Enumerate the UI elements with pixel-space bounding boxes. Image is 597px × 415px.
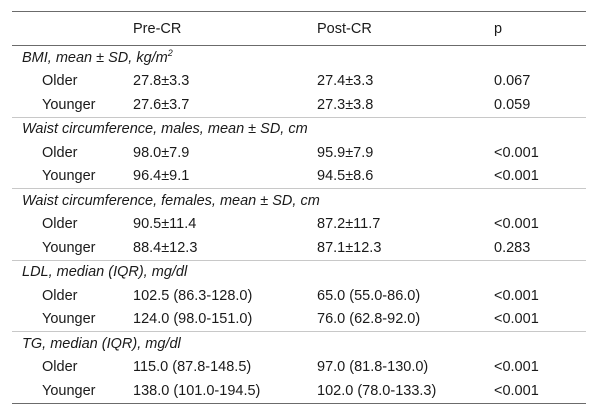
post-cr-value: 87.1±12.3 bbox=[317, 239, 382, 256]
pre-cr-value: 90.5±11.4 bbox=[133, 216, 197, 233]
p-value: 0.067 bbox=[494, 73, 531, 90]
row-label: Younger bbox=[42, 239, 96, 256]
p-value: <0.001 bbox=[494, 311, 539, 328]
row-label: Younger bbox=[42, 96, 96, 113]
group-title: LDL, median (IQR), mg/dl bbox=[12, 259, 586, 284]
row-label: Older bbox=[42, 144, 78, 161]
post-cr-value: 94.5±8.6 bbox=[317, 168, 374, 185]
p-value: 0.283 bbox=[494, 239, 531, 256]
group-title-superscript: 2 bbox=[167, 47, 173, 58]
row-label: Older bbox=[42, 216, 78, 233]
group-heading-tg: TG, median (IQR), mg/dl bbox=[12, 331, 586, 356]
row-label: Older bbox=[42, 73, 78, 90]
p-value: <0.001 bbox=[494, 216, 539, 233]
row-label: Younger bbox=[12, 379, 133, 404]
group-title: TG, median (IQR), mg/dl bbox=[12, 331, 586, 356]
p-value: <0.001 bbox=[494, 168, 539, 185]
row-label: Older bbox=[42, 359, 78, 376]
p-value: <0.001 bbox=[494, 144, 539, 161]
group-heading-ldl: LDL, median (IQR), mg/dl bbox=[12, 259, 586, 284]
pre-cr-value: 115.0 (87.8-148.5) bbox=[133, 359, 252, 376]
pre-cr-value: 88.4±12.3 bbox=[133, 239, 198, 256]
pre-cr-value: 98.0±7.9 bbox=[133, 144, 190, 161]
header-blank bbox=[12, 12, 133, 46]
group-heading-waist-females: Waist circumference, females, mean ± SD,… bbox=[12, 188, 586, 213]
table-row: Younger 138.0 (101.0-194.5) 102.0 (78.0-… bbox=[12, 379, 586, 404]
post-cr-value: 65.0 (55.0-86.0) bbox=[317, 287, 421, 304]
table-row: Younger 27.6±3.7 27.3±3.8 0.059 bbox=[12, 93, 586, 117]
header-pre-cr: Pre-CR bbox=[133, 20, 182, 37]
table-row: Older 102.5 (86.3-128.0) 65.0 (55.0-86.0… bbox=[12, 284, 586, 308]
table-row: Younger 124.0 (98.0-151.0) 76.0 (62.8-92… bbox=[12, 308, 586, 332]
post-cr-value: 95.9±7.9 bbox=[317, 144, 374, 161]
pre-cr-value: 102.5 (86.3-128.0) bbox=[133, 287, 253, 304]
header-p: p bbox=[494, 20, 503, 37]
table-row: Older 90.5±11.4 87.2±11.7 <0.001 bbox=[12, 213, 586, 237]
pre-cr-value: 27.8±3.3 bbox=[133, 73, 190, 90]
row-label: Older bbox=[42, 287, 78, 304]
post-cr-value: 76.0 (62.8-92.0) bbox=[317, 311, 421, 328]
group-title: Waist circumference, females, mean ± SD,… bbox=[12, 188, 586, 213]
table-row: Younger 88.4±12.3 87.1±12.3 0.283 bbox=[12, 236, 586, 260]
pre-cr-value: 138.0 (101.0-194.5) bbox=[133, 379, 317, 404]
table-row: Younger 96.4±9.1 94.5±8.6 <0.001 bbox=[12, 165, 586, 189]
results-table-container: Pre-CR Post-CR p BMI, mean ± SD, kg/m2 O… bbox=[12, 11, 586, 404]
row-label: Younger bbox=[42, 311, 96, 328]
post-cr-value: 87.2±11.7 bbox=[317, 216, 381, 233]
pre-cr-value: 27.6±3.7 bbox=[133, 96, 190, 113]
group-title: BMI, mean ± SD, kg/m bbox=[22, 49, 168, 66]
group-heading-bmi: BMI, mean ± SD, kg/m2 bbox=[12, 46, 586, 70]
header-post-cr: Post-CR bbox=[317, 20, 372, 37]
post-cr-value: 27.3±3.8 bbox=[317, 96, 374, 113]
post-cr-value: 97.0 (81.8-130.0) bbox=[317, 359, 429, 376]
group-title: Waist circumference, males, mean ± SD, c… bbox=[12, 116, 586, 141]
pre-cr-value: 124.0 (98.0-151.0) bbox=[133, 311, 253, 328]
table-row: Older 27.8±3.3 27.4±3.3 0.067 bbox=[12, 70, 586, 94]
table-row: Older 115.0 (87.8-148.5) 97.0 (81.8-130.… bbox=[12, 356, 586, 380]
p-value: <0.001 bbox=[494, 287, 539, 304]
group-heading-waist-males: Waist circumference, males, mean ± SD, c… bbox=[12, 116, 586, 141]
row-label: Younger bbox=[42, 168, 96, 185]
p-value: <0.001 bbox=[494, 359, 539, 376]
pre-cr-value: 96.4±9.1 bbox=[133, 168, 190, 185]
post-cr-value: 102.0 (78.0-133.3) bbox=[317, 379, 494, 404]
p-value: <0.001 bbox=[494, 379, 586, 404]
p-value: 0.059 bbox=[494, 96, 531, 113]
table-header-row: Pre-CR Post-CR p bbox=[12, 11, 586, 46]
table-row: Older 98.0±7.9 95.9±7.9 <0.001 bbox=[12, 141, 586, 165]
results-table: Pre-CR Post-CR p BMI, mean ± SD, kg/m2 O… bbox=[12, 11, 586, 404]
post-cr-value: 27.4±3.3 bbox=[317, 73, 374, 90]
